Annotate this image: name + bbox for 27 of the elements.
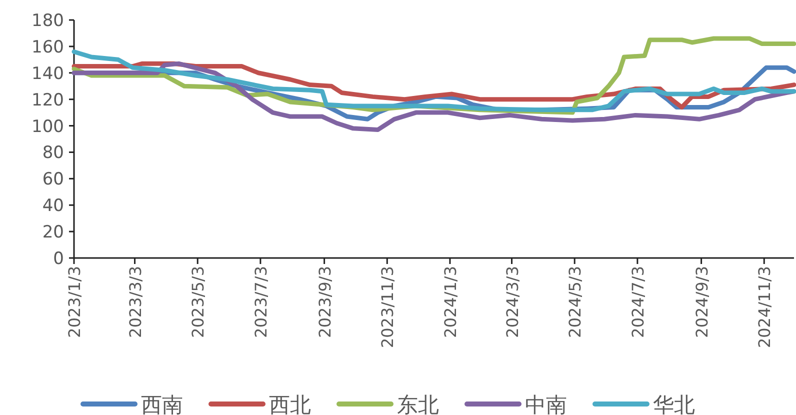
x-tick-label: 2024/9/3 xyxy=(692,266,712,338)
x-tick-label: 2023/5/3 xyxy=(188,266,208,338)
x-tick-label: 2023/3/3 xyxy=(126,266,145,338)
legend-label: 东北 xyxy=(397,393,439,415)
x-tick-label: 2023/11/3 xyxy=(378,266,398,348)
x-tick-label: 2024/1/3 xyxy=(440,266,460,338)
legend-label: 西南 xyxy=(141,393,183,415)
legend-label: 华北 xyxy=(653,393,695,415)
y-tick-label: 40 xyxy=(42,196,64,216)
legend-label: 西北 xyxy=(269,393,311,415)
y-tick-label: 140 xyxy=(32,64,64,84)
y-tick-label: 20 xyxy=(42,222,64,243)
x-tick-label: 2024/11/3 xyxy=(755,266,774,348)
x-tick-label: 2023/1/3 xyxy=(65,266,84,338)
y-tick-label: 120 xyxy=(32,90,64,110)
legend-label: 中南 xyxy=(525,393,567,415)
x-tick-label: 2024/3/3 xyxy=(502,266,522,338)
x-tick-label: 2023/9/3 xyxy=(315,266,334,338)
y-tick-label: 180 xyxy=(32,11,64,31)
y-tick-label: 0 xyxy=(53,249,64,269)
y-tick-label: 160 xyxy=(32,37,64,58)
y-tick-label: 100 xyxy=(32,116,64,137)
x-tick-label: 2024/5/3 xyxy=(566,266,585,338)
x-tick-label: 2023/7/3 xyxy=(251,266,270,338)
y-tick-label: 60 xyxy=(42,170,64,190)
x-tick-label: 2024/7/3 xyxy=(628,266,648,338)
y-tick-label: 80 xyxy=(42,143,64,164)
